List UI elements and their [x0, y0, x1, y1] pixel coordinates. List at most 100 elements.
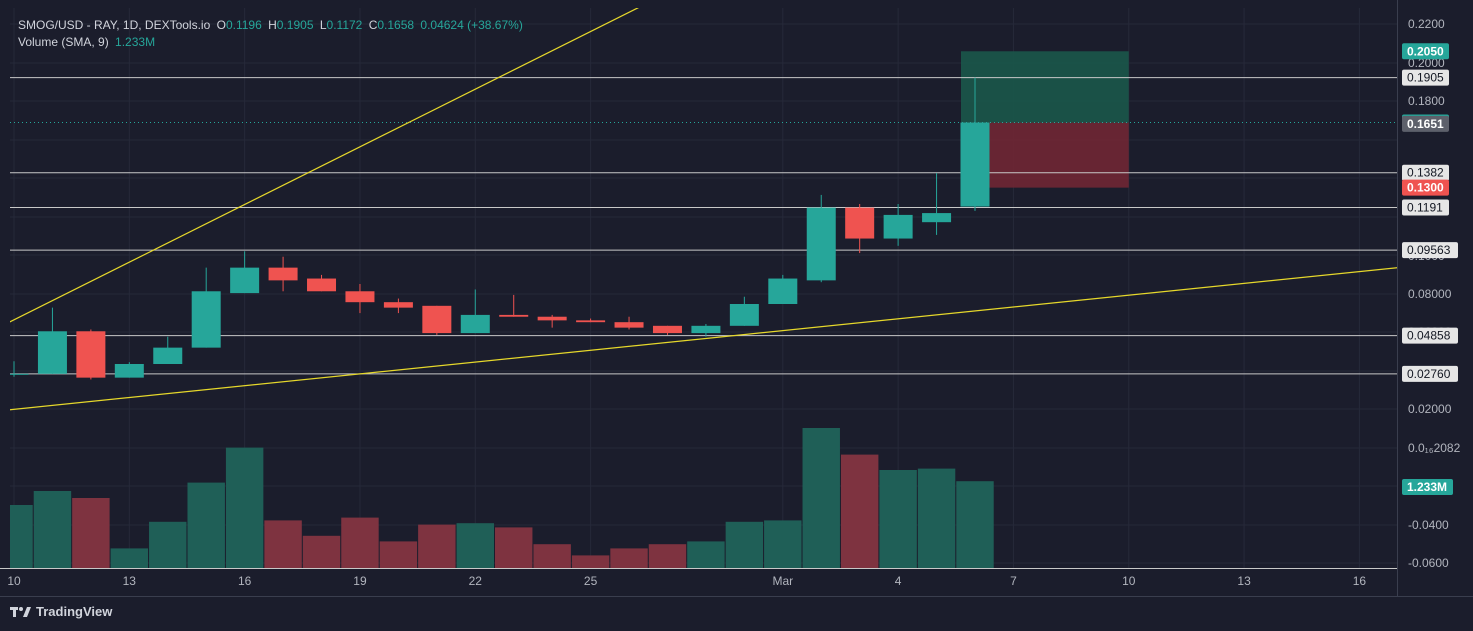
- price-axis-label-bg: [1402, 115, 1449, 132]
- y-axis-tick-label: 0.2200: [1408, 17, 1445, 31]
- candle-body: [806, 207, 836, 281]
- y-axis-tick-label: 0.08000: [1408, 287, 1452, 301]
- change-value: 0.04624 (+38.67%): [420, 18, 523, 32]
- volume-bar: [917, 468, 956, 568]
- candle-body: [191, 291, 221, 348]
- symbol-label: SMOG/USD - RAY, 1D, DEXTools.io: [18, 18, 211, 32]
- candle-body: [499, 314, 529, 317]
- x-axis-tick-label: 25: [584, 574, 598, 588]
- price-axis-label-bg: [1402, 69, 1449, 86]
- volume-bar: [725, 521, 764, 568]
- volume-bar: [879, 470, 917, 568]
- high-value: 0.1905: [276, 18, 314, 32]
- x-axis-tick-label: 16: [1353, 574, 1367, 588]
- low-label: L: [319, 18, 327, 32]
- candle-body: [460, 314, 490, 334]
- candle-body: [537, 316, 567, 321]
- candle-body: [883, 214, 913, 239]
- candle-body: [729, 304, 759, 326]
- volume-legend: Volume (SMA, 9) 1.233M: [18, 35, 158, 49]
- volume-bar: [379, 541, 418, 568]
- x-axis-tick-label: Mar: [772, 574, 793, 588]
- trendline: [10, 267, 1397, 411]
- candle-body: [345, 291, 375, 303]
- candle-body: [614, 322, 644, 328]
- candle-body: [153, 347, 183, 364]
- x-axis-tick-label: 13: [123, 574, 137, 588]
- volume-bar: [149, 521, 187, 568]
- open-label: O: [216, 18, 226, 32]
- close-label: C: [368, 18, 378, 32]
- volume-bar: [495, 527, 533, 568]
- price-axis-label-bg: [1402, 179, 1449, 196]
- price-axis-label-bg: [1402, 164, 1449, 181]
- volume-bar: [33, 491, 72, 568]
- y-axis-tick-label: 0.0₁₆2082: [1408, 441, 1461, 455]
- volume-bar: [110, 548, 149, 568]
- price-axis-label: 0.1300: [1407, 181, 1444, 195]
- volume-indicator-label: Volume (SMA, 9): [18, 35, 109, 49]
- price-axis-label: 0.09563: [1407, 243, 1451, 257]
- volume-axis-label-bg: [1402, 479, 1453, 495]
- candle-body: [576, 320, 606, 323]
- volume-bar: [72, 498, 110, 568]
- price-axis-label: 0.1382: [1407, 166, 1444, 180]
- volume-bar: [610, 548, 648, 568]
- volume-bar: [456, 523, 494, 568]
- y-axis-tick-label: 0.02000: [1408, 402, 1452, 416]
- candle-body: [383, 302, 413, 308]
- position-target-zone: [961, 51, 1129, 123]
- tradingview-logo-icon: [10, 606, 31, 617]
- candle-body: [960, 122, 990, 207]
- tradingview-logo[interactable]: TradingView: [10, 604, 112, 619]
- candle-body: [922, 213, 952, 223]
- volume-bar: [687, 541, 725, 568]
- volume-bar: [10, 505, 33, 568]
- price-axis-label-bg: [1402, 242, 1458, 259]
- volume-bar: [341, 517, 379, 568]
- volume-indicator-value: 1.233M: [115, 35, 156, 49]
- volume-bar: [418, 524, 456, 568]
- candle-body: [37, 331, 67, 374]
- candle-body: [76, 331, 106, 378]
- x-axis-tick-label: 7: [1010, 574, 1017, 588]
- candle-body: [230, 267, 260, 294]
- y-axis-tick-label: 0.1800: [1408, 94, 1445, 108]
- price-axis-label-bg: [1402, 327, 1458, 344]
- price-axis-label-bg: [1402, 199, 1449, 216]
- volume-bar: [264, 520, 302, 568]
- volume-axis-label: 1.233M: [1407, 480, 1447, 494]
- candle-body: [10, 373, 29, 375]
- open-value: 0.1196: [225, 18, 262, 32]
- candle-body: [652, 325, 682, 334]
- price-axis-label: 0.1905: [1407, 71, 1444, 85]
- candle-body: [307, 278, 337, 292]
- volume-bar: [187, 482, 225, 568]
- y-axis-tick-label: -0.0600: [1408, 556, 1449, 570]
- price-axis-label-bg: [1402, 43, 1449, 60]
- candle-body: [691, 325, 721, 334]
- trendline: [10, 8, 640, 323]
- x-axis-tick-label: 13: [1237, 574, 1251, 588]
- x-axis-tick-label: 4: [895, 574, 902, 588]
- y-axis-tick-label: -0.0400: [1408, 518, 1449, 532]
- y-axis-tick-label: 0.2000: [1408, 56, 1445, 70]
- candle-body: [268, 267, 298, 281]
- volume-bar: [225, 447, 264, 568]
- x-axis-tick-label: 22: [469, 574, 483, 588]
- candle-body: [768, 278, 798, 304]
- x-axis-tick-label: 16: [238, 574, 252, 588]
- candle-body: [422, 305, 452, 334]
- volume-bar: [533, 544, 571, 568]
- low-value: 0.1172: [326, 18, 363, 32]
- volume-bar: [571, 555, 610, 568]
- price-axis-label: 0.1191: [1407, 200, 1443, 214]
- close-value: 0.1658: [377, 18, 415, 32]
- volume-bar: [648, 544, 687, 568]
- x-axis-tick-label: 19: [353, 574, 367, 588]
- price-axis-label: 0.04858: [1407, 329, 1451, 343]
- candle-body: [845, 207, 875, 239]
- x-axis-tick-label: 10: [7, 574, 21, 588]
- price-axis-label-bg: [1402, 365, 1458, 382]
